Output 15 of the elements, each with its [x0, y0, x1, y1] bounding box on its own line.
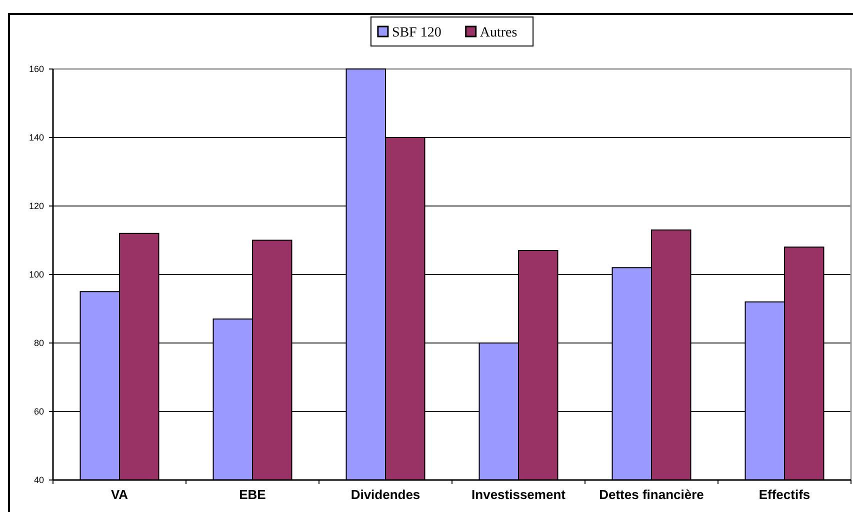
- legend-label: Autres: [480, 25, 518, 40]
- y-tick-label: 120: [28, 201, 44, 212]
- legend-label: SBF 120: [392, 25, 442, 40]
- x-tick-label: Dividendes: [350, 487, 420, 502]
- x-tick-label: VA: [110, 487, 129, 502]
- x-tick-label: Effectifs: [758, 487, 810, 502]
- y-tick-label: 40: [34, 475, 44, 486]
- y-tick-label: 140: [28, 132, 44, 143]
- y-tick-label: 60: [34, 406, 44, 417]
- x-tick-label: EBE: [239, 487, 266, 502]
- y-tick-label: 100: [28, 270, 44, 280]
- x-tick-label: Dettes financière: [599, 487, 704, 502]
- x-tick-label: Investissement: [472, 487, 566, 502]
- y-tick-label: 160: [28, 64, 44, 74]
- y-tick-label: 80: [34, 338, 44, 348]
